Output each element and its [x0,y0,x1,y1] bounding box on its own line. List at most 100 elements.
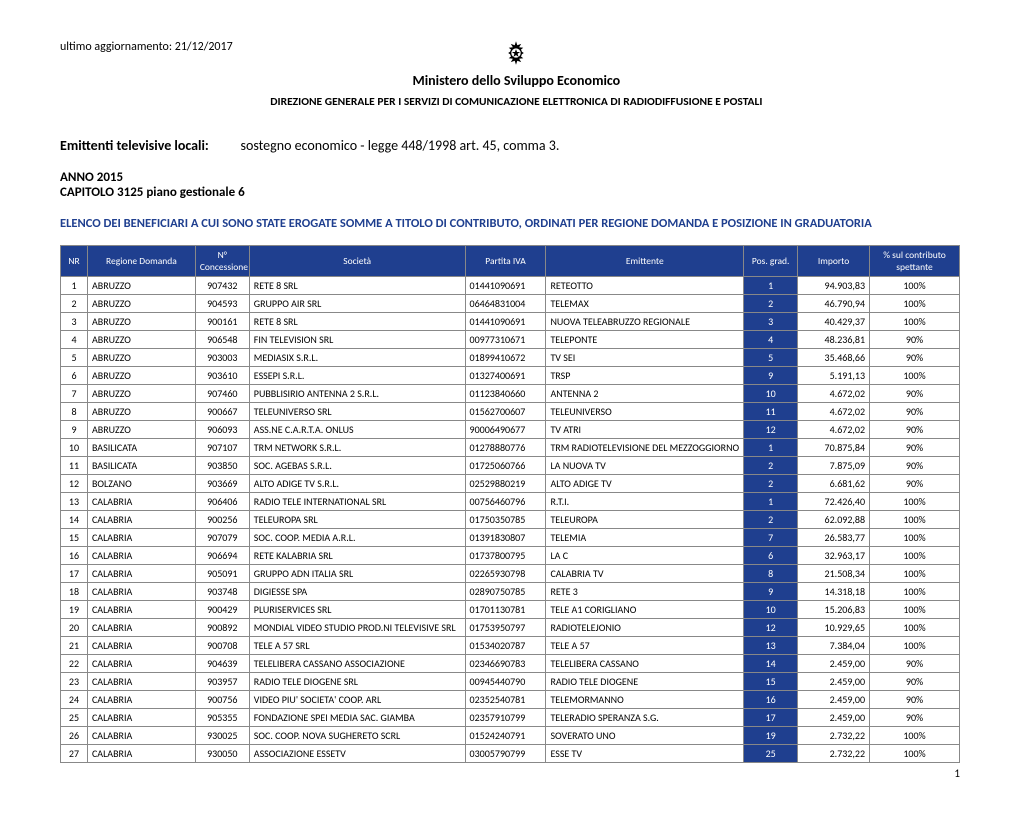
elenco-heading: ELENCO DEI BENEFICIARI A CUI SONO STATE … [60,216,960,231]
cell-pct: 100% [870,277,960,295]
cell-pos: 9 [744,583,798,601]
cell-nr: 3 [61,313,88,331]
cell-importo: 35.468,66 [798,349,870,367]
cell-importo: 32.963,17 [798,547,870,565]
cell-piva: 01701130781 [465,601,546,619]
state-emblem-icon [233,40,800,70]
cell-nr: 4 [61,331,88,349]
col-concessione: N° Concessione [195,246,249,277]
table-row: 3ABRUZZO900161RETE 8 SRL01441090691NUOVA… [61,313,960,331]
cell-pct: 90% [870,385,960,403]
cell-regione: CALABRIA [87,619,195,637]
cell-concessione: 900429 [195,601,249,619]
cell-pos: 12 [744,619,798,637]
cell-nr: 19 [61,601,88,619]
cell-emittente: TELEPONTE [546,331,744,349]
cell-societa: TELE A 57 SRL [249,637,465,655]
cell-emittente: TELE A 57 [546,637,744,655]
cell-importo: 5.191,13 [798,367,870,385]
cell-importo: 4.672,02 [798,385,870,403]
cell-piva: 02352540781 [465,691,546,709]
cell-societa: ASSOCIAZIONE ESSETV [249,745,465,763]
cell-pos: 17 [744,709,798,727]
table-row: 9ABRUZZO906093ASS.NE C.A.R.T.A. ONLUS900… [61,421,960,439]
cell-piva: 00977310671 [465,331,546,349]
cell-nr: 2 [61,295,88,313]
cell-importo: 2.459,00 [798,709,870,727]
cell-pos: 10 [744,385,798,403]
cell-emittente: TELE A1 CORIGLIANO [546,601,744,619]
cell-regione: ABRUZZO [87,331,195,349]
table-row: 18CALABRIA903748DIGIESSE SPA02890750785R… [61,583,960,601]
cell-pct: 90% [870,709,960,727]
cell-nr: 15 [61,529,88,547]
cell-regione: BASILICATA [87,439,195,457]
cell-nr: 26 [61,727,88,745]
cell-nr: 5 [61,349,88,367]
col-emittente: Emittente [546,246,744,277]
cell-pct: 90% [870,673,960,691]
cell-concessione: 900161 [195,313,249,331]
cell-pos: 16 [744,691,798,709]
cell-importo: 2.732,22 [798,727,870,745]
cell-regione: BOLZANO [87,475,195,493]
table-row: 8ABRUZZO900667TELEUNIVERSO SRL0156270060… [61,403,960,421]
cell-emittente: TELEUROPA [546,511,744,529]
cell-concessione: 904593 [195,295,249,313]
table-row: 15CALABRIA907079SOC. COOP. MEDIA A.R.L.0… [61,529,960,547]
cell-concessione: 905091 [195,565,249,583]
cell-nr: 6 [61,367,88,385]
cell-societa: GRUPPO ADN ITALIA SRL [249,565,465,583]
cell-pos: 14 [744,655,798,673]
table-row: 16CALABRIA906694RETE KALABRIA SRL0173780… [61,547,960,565]
cell-emittente: TELEMORMANNO [546,691,744,709]
cell-regione: ABRUZZO [87,367,195,385]
cell-emittente: RADIOTELEJONIO [546,619,744,637]
cell-nr: 16 [61,547,88,565]
doc-title-bold: Emittenti televisive locali: [60,137,209,154]
cell-nr: 25 [61,709,88,727]
cell-pct: 90% [870,475,960,493]
cell-pct: 90% [870,655,960,673]
cell-concessione: 906093 [195,421,249,439]
page-number: 1 [60,767,960,780]
cell-emittente: NUOVA TELEABRUZZO REGIONALE [546,313,744,331]
cell-concessione: 906548 [195,331,249,349]
cell-concessione: 907107 [195,439,249,457]
cell-piva: 01534020787 [465,637,546,655]
cell-piva: 02529880219 [465,475,546,493]
table-row: 11BASILICATA903850SOC. AGEBAS S.R.L.0172… [61,457,960,475]
cell-regione: CALABRIA [87,691,195,709]
table-row: 25CALABRIA905355FONDAZIONE SPEI MEDIA SA… [61,709,960,727]
cell-pos: 9 [744,367,798,385]
cell-nr: 24 [61,691,88,709]
cell-societa: ALTO ADIGE TV S.R.L. [249,475,465,493]
cell-pct: 100% [870,727,960,745]
cell-pos: 15 [744,673,798,691]
cell-pos: 1 [744,277,798,295]
cell-regione: ABRUZZO [87,295,195,313]
cell-pct: 100% [870,583,960,601]
cell-emittente: CALABRIA TV [546,565,744,583]
cell-nr: 8 [61,403,88,421]
cell-importo: 94.903,83 [798,277,870,295]
cell-emittente: LA C [546,547,744,565]
cell-pct: 90% [870,331,960,349]
cell-pos: 8 [744,565,798,583]
cell-piva: 01725060766 [465,457,546,475]
cell-pos: 25 [744,745,798,763]
cell-societa: SOC. COOP. MEDIA A.R.L. [249,529,465,547]
cell-nr: 21 [61,637,88,655]
cell-piva: 02265930798 [465,565,546,583]
cell-societa: SOC. AGEBAS S.R.L. [249,457,465,475]
col-nr: NR [61,246,88,277]
cell-importo: 70.875,84 [798,439,870,457]
cell-emittente: TELEMIA [546,529,744,547]
cell-piva: 01899410672 [465,349,546,367]
table-row: 12BOLZANO903669ALTO ADIGE TV S.R.L.02529… [61,475,960,493]
cell-regione: BASILICATA [87,457,195,475]
cell-pct: 100% [870,601,960,619]
cell-pct: 100% [870,529,960,547]
cell-importo: 14.318,18 [798,583,870,601]
cell-societa: MONDIAL VIDEO STUDIO PROD.NI TELEVISIVE … [249,619,465,637]
